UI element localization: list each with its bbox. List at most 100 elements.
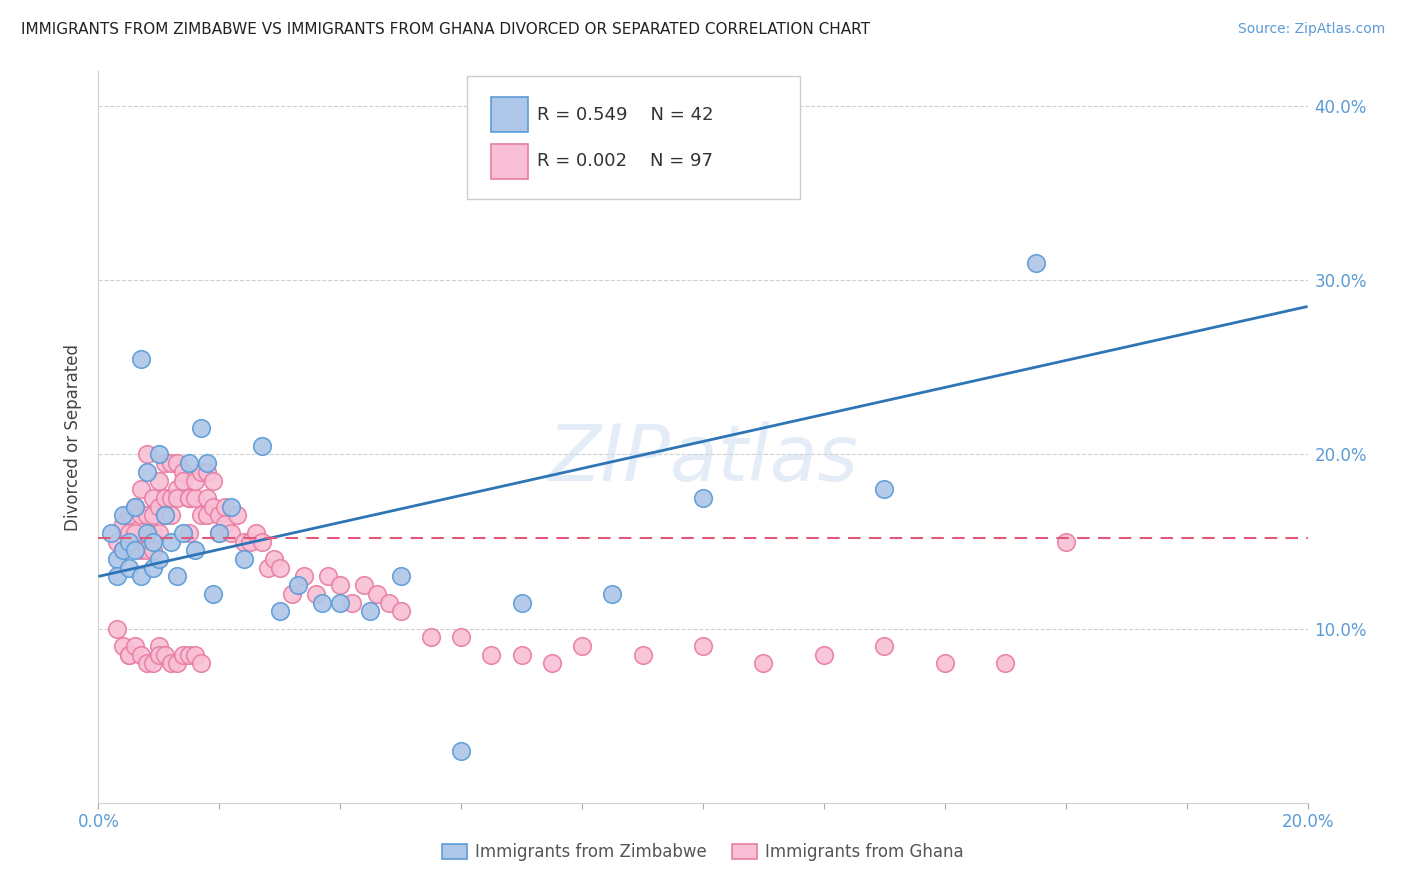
- Point: [111, 639, 134, 653]
- Point: [752, 657, 775, 671]
- Text: Source: ZipAtlas.com: Source: ZipAtlas.com: [1237, 22, 1385, 37]
- Point: [256, 560, 278, 574]
- Point: [420, 631, 443, 645]
- Point: [179, 525, 201, 540]
- Point: [281, 587, 304, 601]
- Point: [105, 534, 128, 549]
- Point: [129, 543, 152, 558]
- Point: [148, 552, 170, 566]
- Point: [129, 648, 152, 662]
- Point: [142, 491, 165, 505]
- Text: ZIPatlas: ZIPatlas: [547, 421, 859, 497]
- Point: [287, 578, 309, 592]
- Point: [353, 578, 375, 592]
- Point: [105, 622, 128, 636]
- Point: [135, 508, 157, 523]
- Point: [166, 657, 188, 671]
- Point: [1054, 534, 1077, 549]
- Point: [631, 648, 654, 662]
- Text: IMMIGRANTS FROM ZIMBABWE VS IMMIGRANTS FROM GHANA DIVORCED OR SEPARATED CORRELAT: IMMIGRANTS FROM ZIMBABWE VS IMMIGRANTS F…: [21, 22, 870, 37]
- Point: [190, 421, 212, 435]
- Point: [148, 474, 170, 488]
- Point: [124, 639, 146, 653]
- Point: [142, 534, 165, 549]
- Point: [100, 525, 122, 540]
- Point: [105, 569, 128, 583]
- Point: [934, 657, 956, 671]
- Point: [250, 439, 273, 453]
- Point: [214, 517, 236, 532]
- Point: [160, 534, 183, 549]
- Point: [305, 587, 328, 601]
- Point: [263, 552, 285, 566]
- Point: [153, 508, 176, 523]
- Text: R = 0.549    N = 42: R = 0.549 N = 42: [537, 105, 714, 123]
- Point: [184, 474, 207, 488]
- Point: [124, 500, 146, 514]
- Point: [184, 491, 207, 505]
- Point: [184, 543, 207, 558]
- Point: [148, 525, 170, 540]
- Point: [129, 351, 152, 366]
- Point: [124, 500, 146, 514]
- Point: [873, 639, 896, 653]
- Point: [292, 569, 315, 583]
- Point: [208, 508, 231, 523]
- Point: [389, 604, 412, 618]
- Point: [221, 525, 243, 540]
- Point: [342, 595, 364, 609]
- Point: [202, 500, 225, 514]
- Point: [142, 657, 165, 671]
- Point: [873, 483, 896, 497]
- Point: [179, 456, 201, 470]
- Point: [1024, 256, 1046, 270]
- Point: [172, 525, 194, 540]
- Point: [232, 552, 254, 566]
- Point: [994, 657, 1017, 671]
- Y-axis label: Divorced or Separated: Divorced or Separated: [65, 343, 83, 531]
- Point: [135, 448, 157, 462]
- Point: [202, 587, 225, 601]
- Point: [269, 560, 291, 574]
- Point: [692, 639, 714, 653]
- Point: [166, 569, 188, 583]
- Point: [250, 534, 273, 549]
- Point: [129, 508, 152, 523]
- Point: [208, 525, 231, 540]
- Point: [166, 483, 188, 497]
- Point: [202, 474, 225, 488]
- Point: [118, 648, 141, 662]
- Point: [179, 648, 201, 662]
- Point: [160, 508, 183, 523]
- Point: [195, 508, 218, 523]
- Point: [214, 500, 236, 514]
- Point: [148, 648, 170, 662]
- Point: [172, 465, 194, 479]
- Point: [111, 543, 134, 558]
- Point: [105, 552, 128, 566]
- Point: [329, 595, 352, 609]
- Point: [311, 595, 333, 609]
- Point: [148, 500, 170, 514]
- Point: [692, 491, 714, 505]
- Point: [366, 587, 388, 601]
- Point: [190, 508, 212, 523]
- Point: [540, 657, 562, 671]
- Point: [450, 743, 472, 757]
- Point: [111, 517, 134, 532]
- Point: [142, 525, 165, 540]
- Point: [129, 569, 152, 583]
- Point: [153, 456, 176, 470]
- Point: [316, 569, 339, 583]
- Point: [148, 448, 170, 462]
- Point: [118, 508, 141, 523]
- Point: [195, 456, 218, 470]
- Point: [160, 657, 183, 671]
- Point: [166, 491, 188, 505]
- Point: [142, 508, 165, 523]
- Point: [813, 648, 835, 662]
- FancyBboxPatch shape: [467, 77, 800, 200]
- FancyBboxPatch shape: [492, 144, 527, 179]
- Point: [571, 639, 593, 653]
- Point: [510, 595, 533, 609]
